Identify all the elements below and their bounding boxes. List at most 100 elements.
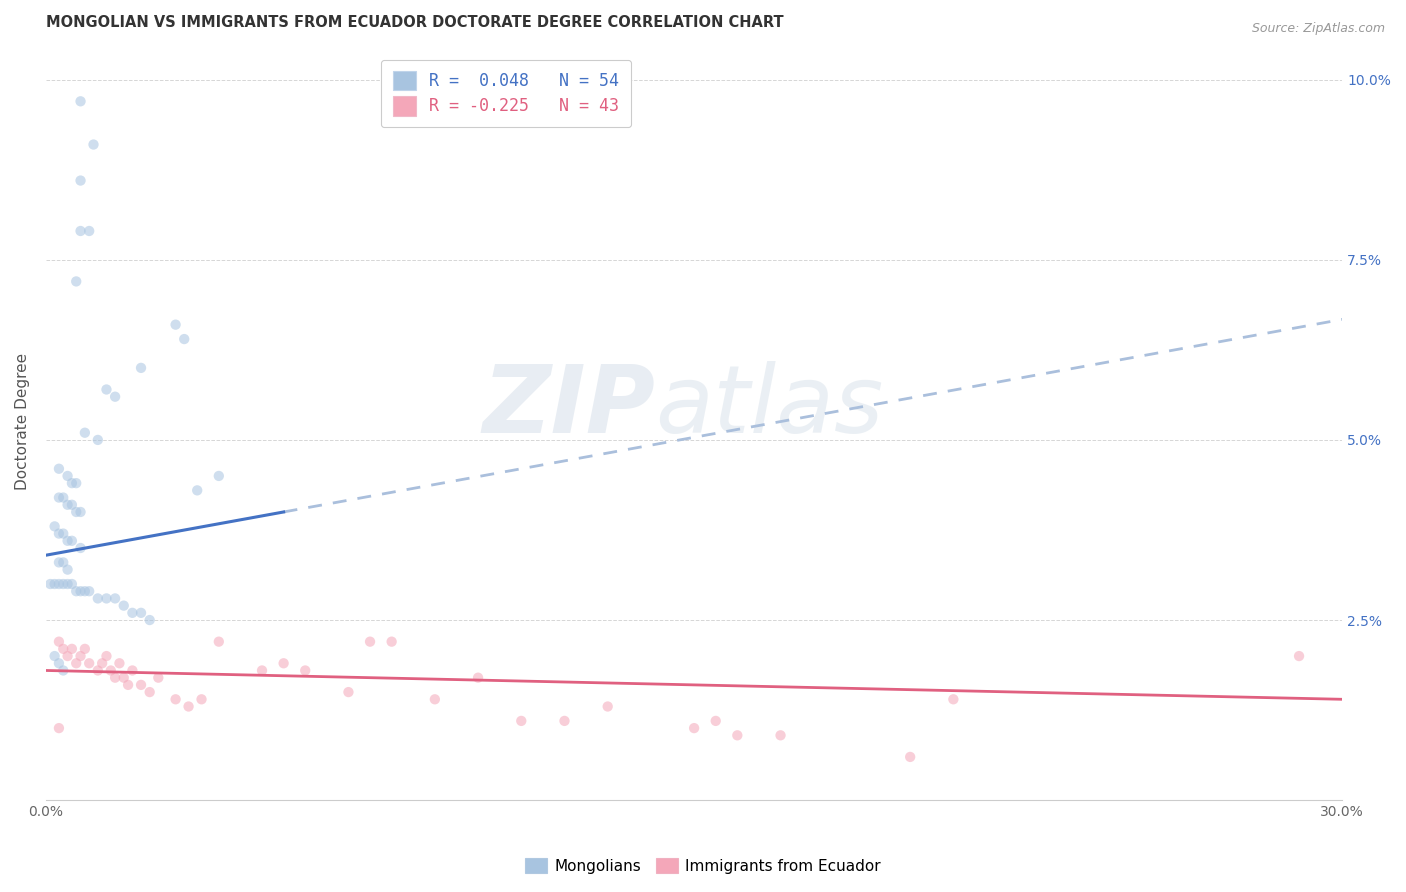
Point: [898, 750, 921, 764]
Point: [359, 634, 381, 648]
Point: [65, 476, 87, 491]
Point: [73, 584, 96, 599]
Point: [87, 664, 110, 678]
Point: [48, 555, 70, 569]
Point: [138, 613, 160, 627]
Point: [56, 533, 79, 548]
Point: [65, 657, 87, 671]
Point: [52, 526, 75, 541]
Point: [337, 685, 360, 699]
Point: [77, 584, 100, 599]
Point: [104, 390, 127, 404]
Point: [48, 526, 70, 541]
Point: [250, 664, 273, 678]
Point: [48, 634, 70, 648]
Point: [100, 664, 122, 678]
Point: [112, 599, 135, 613]
Point: [510, 714, 533, 728]
Text: MONGOLIAN VS IMMIGRANTS FROM ECUADOR DOCTORATE DEGREE CORRELATION CHART: MONGOLIAN VS IMMIGRANTS FROM ECUADOR DOC…: [46, 15, 783, 30]
Point: [60, 577, 83, 591]
Point: [942, 692, 965, 706]
Point: [165, 692, 187, 706]
Text: Source: ZipAtlas.com: Source: ZipAtlas.com: [1251, 22, 1385, 36]
Point: [96, 648, 118, 663]
Point: [65, 584, 87, 599]
Point: [704, 714, 727, 728]
Point: [83, 137, 105, 152]
Point: [423, 692, 446, 706]
Point: [121, 664, 143, 678]
Point: [208, 469, 231, 483]
Y-axis label: Doctorate Degree: Doctorate Degree: [15, 353, 30, 491]
Point: [48, 461, 70, 475]
Point: [96, 383, 118, 397]
Point: [208, 634, 231, 648]
Point: [69, 173, 91, 187]
Point: [273, 657, 295, 671]
Point: [177, 699, 200, 714]
Point: [56, 563, 79, 577]
Point: [73, 641, 96, 656]
Point: [56, 498, 79, 512]
Text: atlas: atlas: [655, 361, 883, 452]
Point: [52, 641, 75, 656]
Point: [52, 577, 75, 591]
Point: [87, 591, 110, 606]
Point: [69, 541, 91, 555]
Point: [44, 648, 66, 663]
Point: [52, 491, 75, 505]
Point: [77, 224, 100, 238]
Point: [112, 671, 135, 685]
Point: [294, 664, 316, 678]
Point: [129, 360, 152, 375]
Point: [104, 671, 127, 685]
Point: [60, 476, 83, 491]
Point: [69, 95, 91, 109]
Point: [48, 577, 70, 591]
Point: [65, 274, 87, 288]
Point: [165, 318, 187, 332]
Point: [108, 657, 131, 671]
Point: [129, 606, 152, 620]
Legend: R =  0.048   N = 54, R = -0.225   N = 43: R = 0.048 N = 54, R = -0.225 N = 43: [381, 60, 631, 128]
Point: [52, 555, 75, 569]
Legend: Mongolians, Immigrants from Ecuador: Mongolians, Immigrants from Ecuador: [519, 852, 887, 880]
Point: [683, 721, 706, 735]
Point: [44, 519, 66, 533]
Point: [186, 483, 208, 498]
Point: [1288, 648, 1310, 663]
Point: [69, 224, 91, 238]
Point: [48, 491, 70, 505]
Point: [52, 664, 75, 678]
Point: [69, 505, 91, 519]
Point: [104, 591, 127, 606]
Point: [467, 671, 489, 685]
Point: [117, 678, 139, 692]
Point: [60, 533, 83, 548]
Point: [96, 591, 118, 606]
Point: [39, 577, 62, 591]
Point: [129, 678, 152, 692]
Point: [87, 433, 110, 447]
Point: [91, 657, 114, 671]
Point: [138, 685, 160, 699]
Point: [56, 648, 79, 663]
Point: [190, 692, 212, 706]
Point: [65, 505, 87, 519]
Point: [77, 657, 100, 671]
Point: [69, 648, 91, 663]
Point: [769, 728, 792, 742]
Point: [596, 699, 619, 714]
Point: [48, 721, 70, 735]
Point: [60, 498, 83, 512]
Point: [148, 671, 170, 685]
Point: [56, 577, 79, 591]
Point: [553, 714, 575, 728]
Point: [44, 577, 66, 591]
Point: [69, 584, 91, 599]
Point: [121, 606, 143, 620]
Text: ZIP: ZIP: [482, 360, 655, 453]
Point: [381, 634, 404, 648]
Point: [725, 728, 748, 742]
Point: [173, 332, 195, 346]
